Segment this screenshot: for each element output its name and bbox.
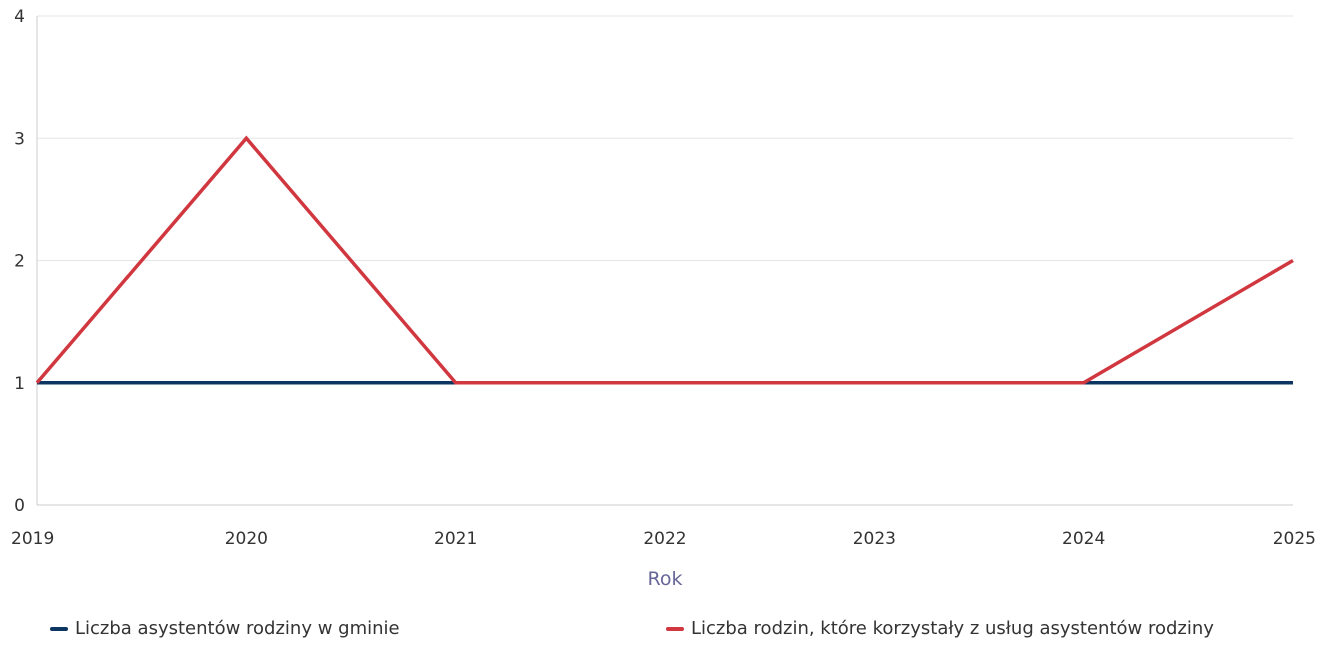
x-tick-label: 2021 <box>434 529 477 549</box>
gridlines <box>37 15 1293 384</box>
x-tick-label: 2024 <box>1062 529 1105 549</box>
x-tick-label: 2022 <box>643 529 686 549</box>
x-tick-labels: 2019 2020 2021 2022 2023 2024 2025 <box>11 529 1316 549</box>
y-tick-label: 4 <box>14 7 25 27</box>
x-axis-title: Rok <box>648 568 683 590</box>
series-lines <box>35 135 1294 385</box>
axes <box>36 16 1293 506</box>
y-tick-label: 3 <box>14 129 25 149</box>
x-tick-label: 2019 <box>11 529 54 549</box>
x-tick-label: 2025 <box>1273 529 1316 549</box>
legend-label-assistants: Liczba asystentów rodziny w gminie <box>75 618 400 639</box>
series-line-1 <box>35 135 1294 385</box>
y-tick-labels: 0 1 2 3 4 <box>14 7 25 516</box>
legend-item-families[interactable]: Liczba rodzin, które korzystały z usług … <box>666 618 1214 639</box>
x-tick-label: 2023 <box>853 529 896 549</box>
y-tick-label: 0 <box>14 496 25 516</box>
legend-item-assistants[interactable]: Liczba asystentów rodziny w gminie <box>50 618 400 639</box>
legend: Liczba asystentów rodziny w gminie Liczb… <box>0 618 1329 644</box>
x-tick-label: 2020 <box>225 529 268 549</box>
y-tick-label: 1 <box>14 374 25 394</box>
y-tick-label: 2 <box>14 252 25 272</box>
legend-swatch-assistants <box>50 626 68 631</box>
legend-label-families: Liczba rodzin, które korzystały z usług … <box>691 618 1214 639</box>
legend-swatch-families <box>666 626 684 631</box>
